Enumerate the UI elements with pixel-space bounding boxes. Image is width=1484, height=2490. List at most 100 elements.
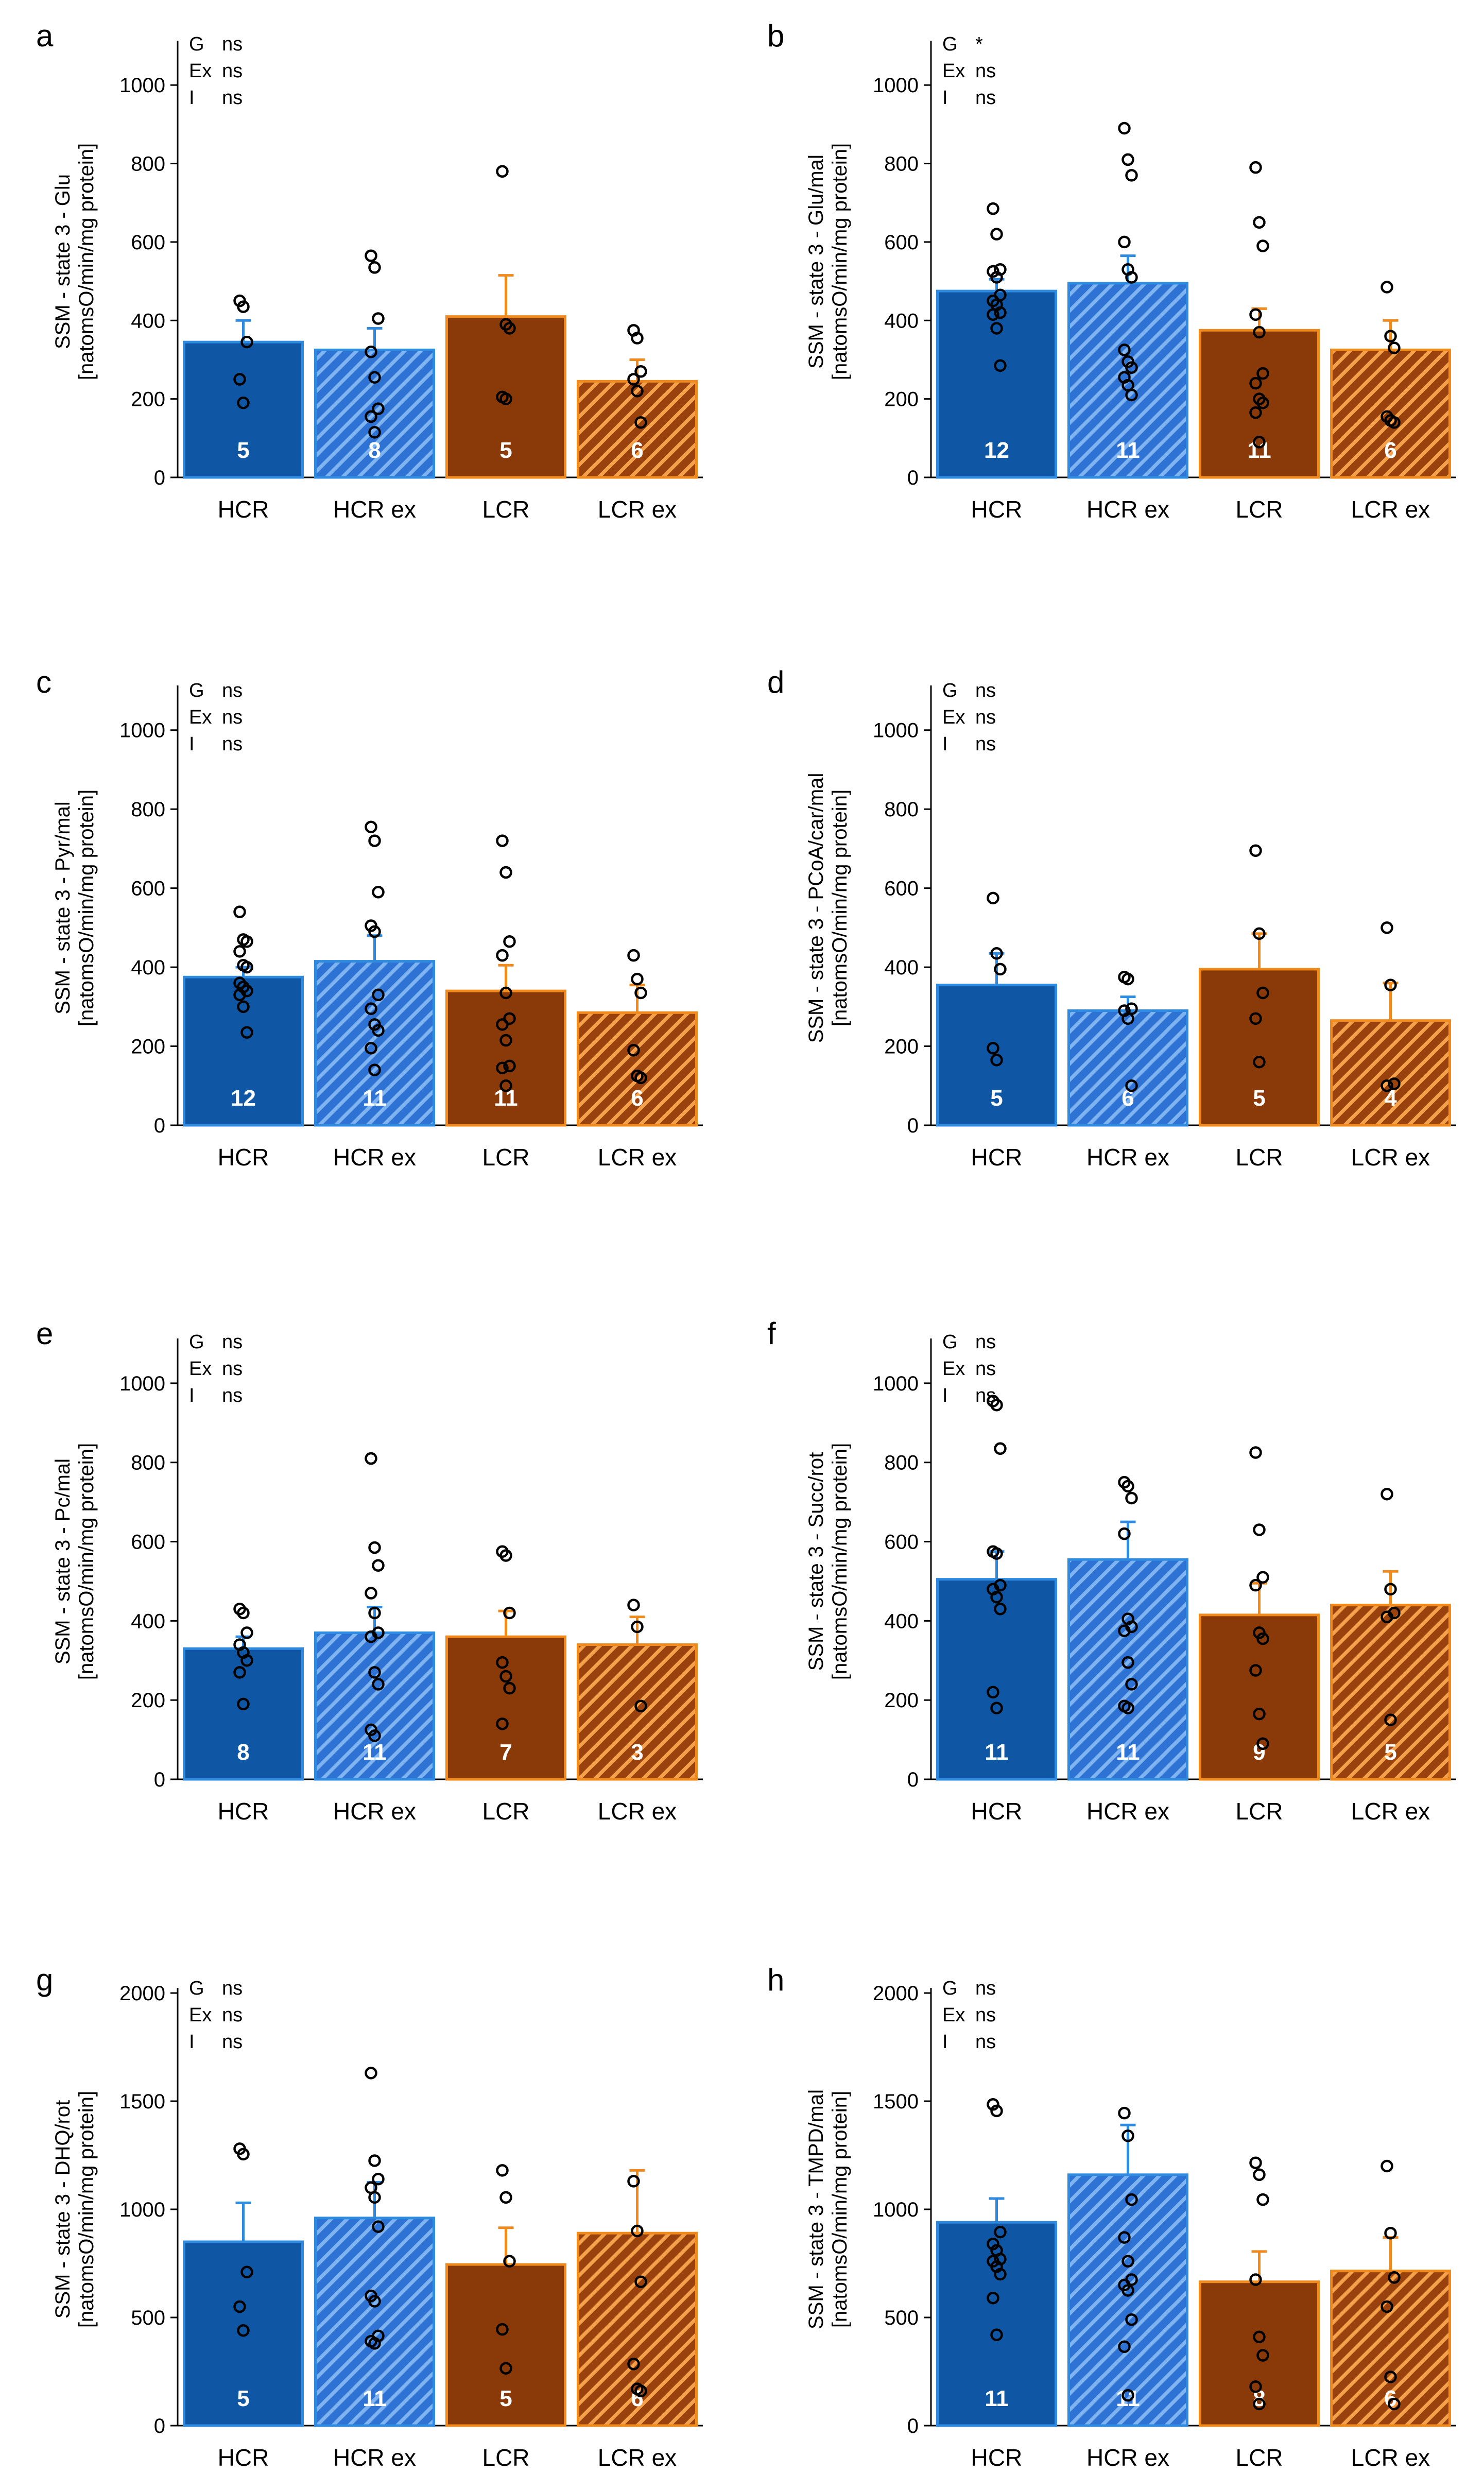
x-category-label: LCR [1235, 496, 1283, 523]
data-point [1125, 1678, 1138, 1691]
data-point [987, 2237, 999, 2251]
data-point [496, 834, 509, 847]
data-point [1121, 153, 1134, 166]
x-category-label: LCR ex [1351, 1798, 1430, 1825]
x-category-label: LCR ex [598, 496, 677, 523]
stat-value-G: ns [222, 1331, 243, 1353]
stat-value-G: ns [222, 680, 243, 701]
x-category-label: LCR ex [598, 1144, 677, 1171]
data-point [1381, 2159, 1393, 2173]
x-category-label: HCR [971, 1144, 1023, 1171]
stat-value-Ex: ns [975, 707, 996, 728]
x-category-label: LCR [1235, 1798, 1283, 1825]
x-category-label: HCR ex [1086, 496, 1169, 523]
data-point [1381, 281, 1393, 294]
y-tick-label: 800 [884, 1452, 919, 1474]
data-point [496, 165, 509, 178]
data-point [1118, 122, 1131, 135]
data-point [1249, 844, 1262, 857]
y-tick-label: 0 [907, 1768, 919, 1791]
stat-key-Ex: Ex [942, 60, 965, 82]
data-point [368, 1606, 381, 1620]
data-point [503, 322, 516, 335]
data-point [240, 1654, 253, 1667]
data-point [631, 332, 644, 345]
bar-hcr-ex [1067, 1009, 1188, 1127]
data-point [1249, 1578, 1262, 1592]
data-point [1249, 2156, 1262, 2169]
y-tick-label: 200 [884, 388, 919, 411]
y-axis-label-line1: SSM - state 3 - TMPD/mal [805, 2089, 827, 2329]
y-tick-label: 800 [884, 798, 919, 821]
y-tick-label: 400 [131, 310, 165, 332]
data-point [365, 2067, 377, 2080]
data-point [994, 1442, 1007, 1455]
data-point [1125, 361, 1138, 374]
data-point [634, 365, 647, 378]
data-point [1388, 1077, 1401, 1090]
data-point [1249, 1664, 1262, 1677]
x-category-label: HCR [971, 2444, 1023, 2471]
bar-hcr-ex [1067, 1558, 1188, 1781]
panel-d: d SSM - state 3 - PCoA/car/mal[natomsO/mi… [767, 665, 1456, 1171]
stat-value-I: ns [222, 87, 243, 109]
stat-key-Ex: Ex [189, 60, 212, 82]
data-point [994, 963, 1007, 976]
data-point [627, 949, 640, 962]
y-axis-label: SSM - state 3 - Glu/mal[natomsO/min/mg p… [805, 143, 851, 380]
data-point [1249, 2380, 1262, 2393]
y-tick-label: 1500 [873, 2090, 919, 2113]
stat-key-G: G [189, 680, 204, 701]
y-tick-label: 600 [884, 878, 919, 900]
data-point [1256, 397, 1269, 409]
data-point [368, 2337, 381, 2350]
data-point [627, 1043, 640, 1057]
data-point [368, 2295, 381, 2308]
data-point [365, 1042, 377, 1055]
stat-key-G: G [942, 680, 958, 701]
n-label: 11 [494, 1086, 518, 1111]
data-point [1253, 927, 1266, 940]
bar-lcr [445, 315, 566, 479]
y-tick-label: 1000 [873, 2199, 919, 2221]
data-point [990, 2328, 1003, 2341]
y-tick-label: 600 [884, 231, 919, 254]
n-label: 6 [631, 1086, 643, 1111]
stat-key-G: G [189, 1331, 204, 1353]
data-point [503, 935, 516, 948]
stat-value-I: ns [222, 2031, 243, 2053]
panel-letter: h [767, 1963, 784, 1997]
y-axis-label-line1: SSM - state 3 - Pyr/mal [51, 801, 74, 1014]
x-category-label: HCR ex [333, 2444, 416, 2471]
panel-c: c SSM - state 3 - Pyr/mal[natomsO/min/mg … [36, 665, 703, 1171]
y-axis-label-line2: [natomsO/min/mg protein] [75, 789, 98, 1026]
y-tick-label: 0 [154, 1114, 165, 1137]
stat-key-I: I [942, 2031, 948, 2053]
n-label: 11 [1116, 1740, 1140, 1765]
n-label: 5 [237, 438, 249, 463]
n-label: 7 [499, 1740, 512, 1765]
data-point [994, 2225, 1007, 2239]
y-tick-label: 600 [131, 1531, 165, 1554]
y-tick-label: 0 [154, 2415, 165, 2437]
y-tick-label: 1000 [119, 74, 165, 97]
data-point [503, 1681, 516, 1695]
panel-e: e SSM - state 3 - Pc/mal[natomsO/min/mg p… [36, 1316, 703, 1825]
x-category-label: LCR ex [1351, 1144, 1430, 1171]
data-point [1249, 1012, 1262, 1025]
n-label: 11 [1247, 438, 1271, 463]
data-point [634, 2275, 647, 2288]
stat-key-Ex: Ex [942, 707, 965, 728]
data-point [1118, 344, 1131, 356]
y-axis-label: SSM - state 3 - Pyr/mal[natomsO/min/mg p… [51, 789, 98, 1026]
data-point [365, 410, 377, 423]
panel-letter: f [767, 1316, 776, 1351]
data-point [368, 1541, 381, 1554]
x-category-label: LCR [1235, 2444, 1283, 2471]
y-axis-label-line1: SSM - state 3 - Glu [51, 174, 74, 349]
data-point [1388, 341, 1401, 354]
data-point [1384, 978, 1397, 991]
y-axis-label-line2: [natomsO/min/mg protein] [75, 1443, 98, 1680]
y-tick-label: 1500 [119, 2090, 165, 2113]
data-point [1121, 1702, 1134, 1714]
